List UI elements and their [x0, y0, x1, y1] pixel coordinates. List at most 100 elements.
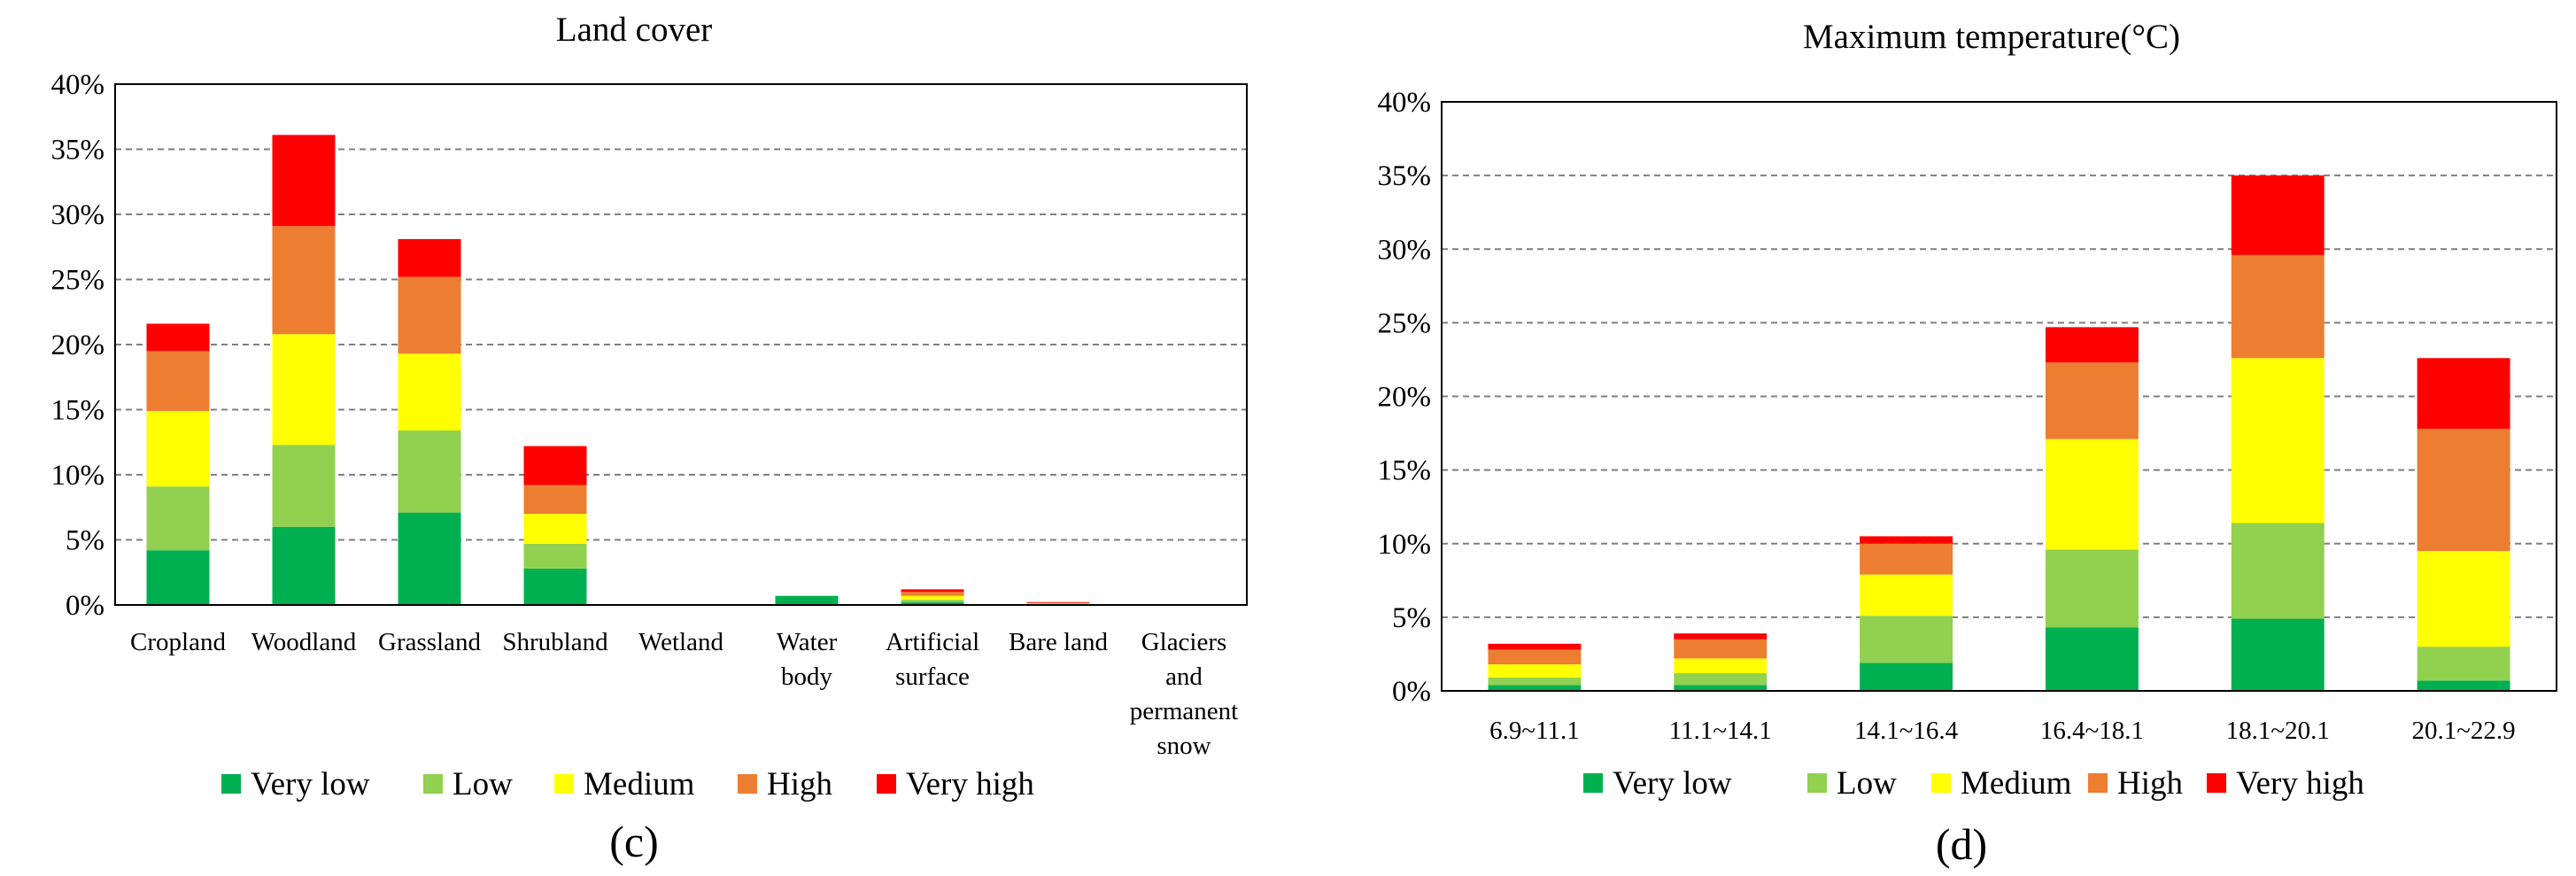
legend-swatch-very-high: [2207, 773, 2226, 793]
bar-segment-very-high-11-1-14-1: [1674, 633, 1768, 640]
bar-segment-low-16-4-18-1: [2045, 549, 2139, 628]
bar-segment-very-low-11-1-14-1: [1674, 685, 1768, 691]
y-tick-label: 15%: [51, 395, 105, 427]
bar-segment-low-woodland: [272, 445, 336, 527]
legend-swatch-low: [1807, 773, 1827, 793]
bar-segment-medium-artificial-surface: [901, 595, 964, 601]
bar-segment-very-low-shrubland: [523, 568, 587, 605]
y-tick-label: 10%: [51, 460, 105, 492]
bar-segment-low-grassland: [398, 430, 461, 513]
x-tick-label: Artificial surface: [886, 628, 979, 691]
bar-segment-low-bare-land: [1026, 603, 1090, 605]
bar-segment-very-high-6-9-11-1: [1488, 643, 1582, 650]
bar-segment-medium-14-1-16-4: [1860, 574, 1953, 616]
y-tick-label: 5%: [1392, 602, 1431, 634]
y-tick-label: 0%: [66, 590, 104, 622]
x-tick-label: Bare land: [1009, 628, 1108, 656]
legend-label-high: High: [2117, 765, 2184, 802]
legend-swatch-very-low: [1583, 773, 1603, 793]
bar-segment-very-high-16-4-18-1: [2045, 327, 2139, 363]
bar-segment-very-low-14-1-16-4: [1860, 663, 1953, 691]
bar-segment-low-20-1-22-9: [2417, 647, 2510, 681]
legend: Very low Low Medium High Very high: [221, 766, 1034, 802]
bar-segment-high-artificial-surface: [901, 592, 964, 596]
legend-swatch-medium: [1931, 773, 1951, 793]
bar-segment-high-14-1-16-4: [1860, 543, 1953, 575]
x-tick-label: Water body: [777, 628, 838, 691]
legend-swatch-very-low: [221, 774, 241, 794]
bar-segment-high-18-1-20-1: [2231, 254, 2325, 359]
legend-label-very-high: Very high: [906, 766, 1034, 802]
bar-segment-medium-6-9-11-1: [1488, 664, 1582, 678]
legend-label-very-low: Very low: [1613, 765, 1732, 802]
x-tick-label: 14.1~16.4: [1854, 717, 1959, 745]
legend-label-very-low: Very low: [251, 766, 370, 802]
y-tick-label: 35%: [51, 135, 105, 167]
y-tick-label: 25%: [51, 265, 105, 297]
x-tick-label: 18.1~20.1: [2226, 717, 2330, 745]
bar-segment-very-low-cropland: [146, 550, 210, 605]
y-tick-label: 40%: [1378, 87, 1432, 119]
y-tick-label: 15%: [1378, 455, 1432, 487]
bar-segment-very-low-grassland: [398, 512, 461, 605]
bar-segment-medium-shrubland: [523, 514, 587, 544]
x-tick-label: Grassland: [378, 628, 481, 656]
bar-segment-high-6-9-11-1: [1488, 649, 1582, 665]
legend-swatch-high: [2088, 773, 2108, 793]
bar-segment-high-20-1-22-9: [2417, 429, 2510, 552]
bar-segment-very-high-14-1-16-4: [1860, 536, 1953, 544]
bar-segment-very-high-shrubland: [523, 446, 587, 485]
y-tick-label: 35%: [1378, 160, 1432, 192]
x-tick-label: Wetland: [638, 628, 723, 656]
legend-label-high: High: [767, 766, 833, 802]
y-tick-label: 30%: [1378, 234, 1432, 266]
legend-swatch-very-high: [877, 774, 896, 794]
legend-label-low: Low: [1837, 765, 1897, 802]
bar-segment-medium-18-1-20-1: [2231, 358, 2325, 523]
bar-segment-high-grassland: [398, 276, 461, 354]
bar-segment-medium-20-1-22-9: [2417, 551, 2510, 647]
bar-segment-very-low-artificial-surface: [901, 602, 964, 605]
legend-label-medium: Medium: [1961, 765, 2072, 802]
legend-label-medium: Medium: [584, 766, 695, 802]
bar-segment-medium-grassland: [398, 353, 461, 431]
legend-swatch-low: [423, 774, 443, 794]
bar-segment-very-low-20-1-22-9: [2417, 680, 2510, 691]
bar-segment-very-high-bare-land: [1026, 601, 1090, 603]
bar-segment-very-low-18-1-20-1: [2231, 618, 2325, 691]
bar-segment-very-low-16-4-18-1: [2045, 627, 2139, 691]
bar-segment-low-14-1-16-4: [1860, 616, 1953, 663]
y-tick-label: 25%: [1378, 307, 1432, 339]
y-tick-label: 10%: [1378, 529, 1432, 561]
legend-label-low: Low: [453, 766, 513, 802]
x-tick-label: 6.9~11.1: [1489, 717, 1580, 745]
bar-segment-low-cropland: [146, 486, 210, 551]
y-tick-label: 20%: [51, 329, 105, 361]
bar-segment-high-11-1-14-1: [1674, 639, 1768, 659]
chart-land-cover: Land cover 0% 5% 10% 15% 20% 25% 30% 35% 40% Cropl…: [51, 11, 1248, 866]
y-tick-label: 30%: [51, 199, 105, 231]
x-tick-label: Woodland: [251, 628, 357, 656]
bar-segment-high-cropland: [146, 351, 210, 411]
y-tick-label: 0%: [1392, 676, 1431, 708]
x-tick-label: Cropland: [130, 628, 226, 656]
chart-title: Land cover: [556, 11, 713, 49]
legend: Very low Low Medium High Very high: [1583, 765, 2364, 802]
bar-segment-very-high-18-1-20-1: [2231, 175, 2325, 255]
y-tick-label: 20%: [1378, 382, 1432, 414]
bar-segment-high-16-4-18-1: [2045, 362, 2139, 439]
legend-swatch-medium: [554, 774, 574, 794]
x-tick-label: 11.1~14.1: [1669, 717, 1772, 745]
bar-segment-low-11-1-14-1: [1674, 673, 1768, 686]
chart-maximum-temperature: Maximum temperature(°C) 0% 5% 10% 15% 20% 25% 3…: [1378, 18, 2557, 869]
bar-segment-very-low-water-body: [775, 595, 839, 605]
bar-segment-very-high-grassland: [398, 238, 461, 277]
bar-segment-low-artificial-surface: [901, 600, 964, 603]
x-tick-label: Shrubland: [502, 628, 608, 656]
bar-segment-very-high-20-1-22-9: [2417, 358, 2510, 430]
bar-segment-low-18-1-20-1: [2231, 523, 2325, 619]
y-tick-label: 40%: [51, 69, 105, 101]
bar-segment-very-low-woodland: [272, 526, 336, 605]
x-tick-label: Glaciers and permanent snow: [1130, 628, 1238, 760]
